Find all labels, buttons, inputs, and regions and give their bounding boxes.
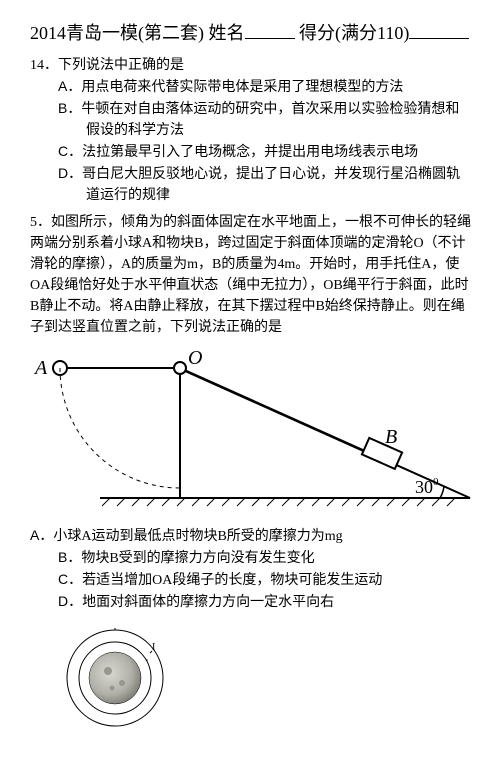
name-blank[interactable]	[245, 20, 295, 39]
q14-stem: 下列说法中正确的是	[58, 58, 184, 73]
moon-icon	[89, 652, 141, 704]
score-label: 得分	[299, 23, 335, 43]
swing-arc	[60, 368, 180, 488]
q5-d-label: D．	[58, 593, 82, 609]
label-i: I	[152, 642, 155, 653]
pulley-icon	[174, 362, 186, 374]
q5-options: A．小球A运动到最低点时物块B所受的摩擦力为mg B．物块B受到的摩擦力方向没有…	[30, 525, 472, 613]
q14-option-a: A．用点电荷来代替实际带电体是采用了理想模型的方法	[58, 76, 472, 98]
q14-c-label: C．	[58, 143, 82, 159]
incline-figure: A O B 300	[30, 348, 472, 515]
q14-option-b: B．牛顿在对自由落体运动的研究中，首次采用以实验检验猜想和假设的科学方法	[58, 98, 472, 141]
score-blank[interactable]	[409, 20, 469, 39]
q5-number: 5．	[30, 215, 51, 230]
label-dot: .	[145, 650, 149, 665]
q5-c-text: 若适当增加OA段绳子的长度，物块可能发生运动	[82, 573, 382, 588]
q14-option-d: D．哥白尼大胆反驳地心说，提出了日心说，并发现行星沿椭圆轨道运行的规律	[58, 163, 472, 206]
full-score: (满分110)	[335, 23, 409, 43]
q5-d-text: 地面对斜面体的摩擦力方向一定水平向右	[82, 595, 334, 610]
q14-c-text: 法拉第最早引入了电场概念，并提出用电场线表示电场	[82, 145, 418, 160]
label-o: O	[188, 348, 202, 369]
ground-hatch	[102, 498, 455, 506]
q5-option-d: D．地面对斜面体的摩擦力方向一定水平向右	[58, 591, 472, 613]
q14-a-text: 用点电荷来代替实际带电体是采用了理想模型的方法	[81, 80, 403, 95]
q5-b-text: 物块B受到的摩擦力方向没有发生变化	[81, 551, 314, 566]
q5-b-label: B．	[58, 549, 81, 565]
q14-a-label: A．	[58, 78, 81, 94]
q5-option-c: C．若适当增加OA段绳子的长度，物块可能发生运动	[58, 569, 472, 591]
q14-b-text: 牛顿在对自由落体运动的研究中，首次采用以实验检验猜想和假设的科学方法	[81, 102, 459, 138]
q14-d-label: D．	[58, 165, 82, 181]
question-14: 14．下列说法中正确的是 A．用点电荷来代替实际带电体是采用了理想模型的方法 B…	[30, 55, 472, 206]
q5-option-b: B．物块B受到的摩擦力方向没有发生变化	[58, 547, 472, 569]
label-a: A	[33, 357, 48, 379]
q14-option-c: C．法拉第最早引入了电场概念，并提出用电场线表示电场	[58, 141, 472, 163]
exam-title: 2014青岛一模(第二套)	[30, 23, 204, 43]
q14-number: 14．	[30, 58, 58, 73]
name-label: 姓名	[209, 23, 245, 43]
angle-arc	[440, 486, 444, 498]
crater-icon	[110, 686, 115, 691]
angle-value: 300	[415, 476, 439, 497]
crater-icon	[104, 667, 112, 675]
label-b: B	[385, 426, 397, 448]
rope-ob	[185, 371, 370, 454]
q5-stem-line: 5．如图所示，倾角为的斜面体固定在水平地面上，一根不可伸长的轻绳两端分别系着小球…	[30, 212, 472, 338]
q5-stem: 如图所示，倾角为的斜面体固定在水平地面上，一根不可伸长的轻绳两端分别系着小球A和…	[30, 215, 471, 335]
moon-figure: I .	[60, 623, 472, 740]
q5-a-label: A．	[30, 527, 53, 543]
q14-d-text: 哥白尼大胆反驳地心说，提出了日心说，并发现行星沿椭圆轨道运行的规律	[82, 167, 460, 203]
q14-stem-line: 14．下列说法中正确的是	[30, 55, 472, 76]
moon-svg: I .	[60, 623, 180, 733]
crater-icon	[119, 680, 125, 686]
q5-option-a: A．小球A运动到最低点时物块B所受的摩擦力为mg	[30, 525, 472, 547]
question-5: 5．如图所示，倾角为的斜面体固定在水平地面上，一根不可伸长的轻绳两端分别系着小球…	[30, 212, 472, 338]
q5-a-text: 小球A运动到最低点时物块B所受的摩擦力为mg	[53, 529, 342, 544]
q5-c-label: C．	[58, 571, 82, 587]
q14-b-label: B．	[58, 100, 81, 116]
incline-svg: A O B 300	[30, 348, 472, 508]
exam-header: 2014青岛一模(第二套) 姓名 得分(满分110)	[30, 20, 472, 47]
